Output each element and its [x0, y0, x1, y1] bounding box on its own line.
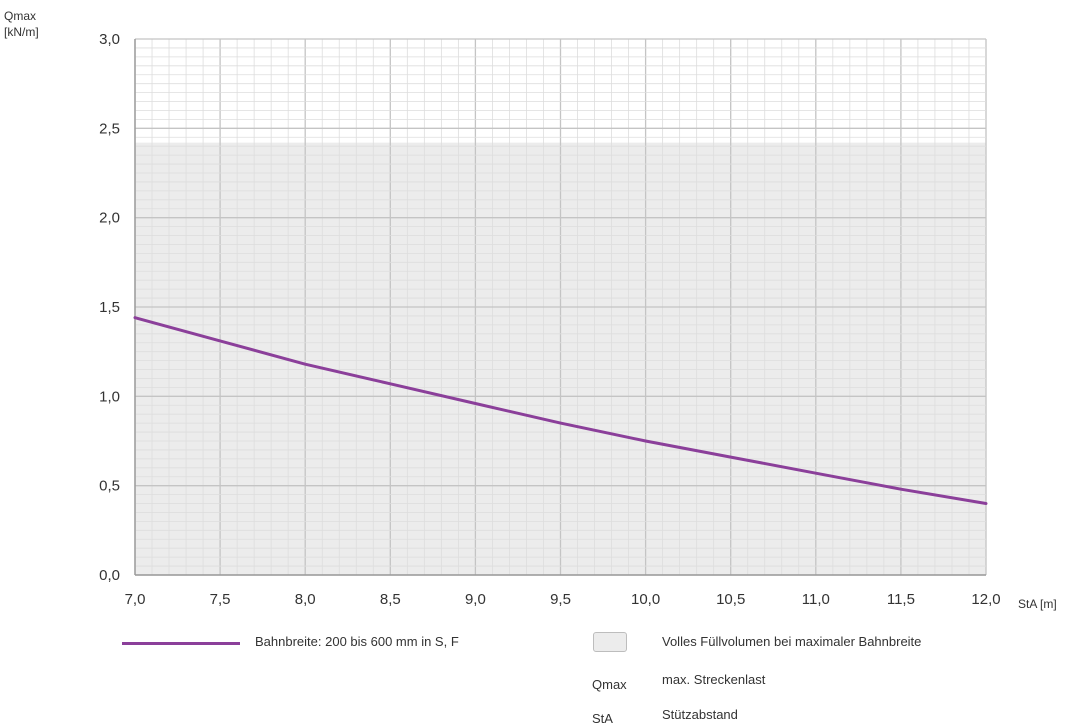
y-tick-label: 1,5 — [99, 299, 120, 316]
legend-line-swatch — [122, 642, 240, 645]
series-line-0 — [133, 316, 988, 505]
x-tick-label: 10,5 — [716, 591, 745, 608]
x-axis-title: StA [m] — [1018, 597, 1057, 611]
y-tick-label: 3,0 — [99, 31, 120, 48]
x-tick-label: 9,0 — [465, 591, 486, 608]
tick-labels: 7,0 7,5 8,0 8,5 9,0 9,5 10,0 10,5 11,0 11,5 12,0 0,… — [99, 31, 1000, 608]
grid — [134, 38, 987, 576]
abbr-desc-qmax: max. Streckenlast — [662, 672, 766, 687]
y-tick-label: 0,5 — [99, 478, 120, 495]
y-tick-label: 2,0 — [99, 210, 120, 227]
x-tick-label: 10,0 — [631, 591, 660, 608]
x-tick-label: 7,0 — [125, 591, 146, 608]
legend-box-label: Volles Füllvolumen bei maximaler Bahnbre… — [662, 634, 922, 649]
legend-line-label: Bahnbreite: 200 bis 600 mm in S, F — [255, 634, 459, 649]
abbr-key-sta: StA — [592, 711, 613, 726]
x-tick-label: 7,5 — [210, 591, 231, 608]
y-tick-label: 1,0 — [99, 388, 120, 405]
series-layer — [133, 316, 988, 505]
abbr-desc-sta: Stützabstand — [662, 707, 738, 722]
x-tick-label: 11,0 — [802, 591, 830, 608]
legend-box-swatch — [593, 632, 627, 652]
y-tick-label: 2,5 — [99, 120, 120, 137]
x-tick-label: 9,5 — [550, 591, 571, 608]
chart: 7,0 7,5 8,0 8,5 9,0 9,5 10,0 10,5 11,0 11,5 12,0 0,… — [4, 9, 1057, 611]
y-axis-title-line1: Qmax — [4, 9, 36, 23]
y-axis-title-line2: [kN/m] — [4, 25, 39, 39]
x-tick-label: 11,5 — [887, 591, 915, 608]
x-tick-label: 12,0 — [971, 591, 1000, 608]
y-tick-label: 0,0 — [99, 567, 120, 584]
abbr-key-qmax: Qmax — [592, 677, 627, 692]
x-tick-label: 8,5 — [380, 591, 401, 608]
x-tick-label: 8,0 — [295, 591, 316, 608]
